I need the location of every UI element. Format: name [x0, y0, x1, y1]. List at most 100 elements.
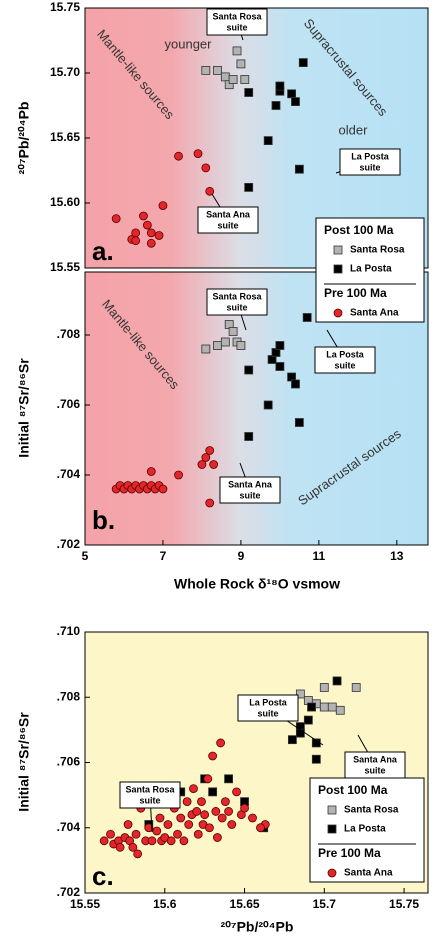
- y-tick-label: .706: [57, 755, 81, 769]
- x-tick-label: 15.65: [230, 897, 260, 911]
- point: [275, 81, 285, 91]
- point: [220, 72, 230, 82]
- panel-letter: c.: [92, 861, 114, 891]
- annotation-text: suite: [226, 302, 247, 312]
- y-tick-label: .708: [57, 689, 81, 703]
- annotation-box: [206, 288, 268, 316]
- point: [115, 842, 125, 852]
- x-tick-label: 15.75: [389, 897, 419, 911]
- point: [332, 676, 342, 686]
- point: [201, 344, 211, 354]
- point: [158, 484, 168, 494]
- point: [303, 715, 313, 725]
- legend-marker: [327, 805, 337, 815]
- y-tick-label: .702: [57, 537, 81, 551]
- point: [248, 813, 257, 823]
- point: [228, 327, 238, 336]
- y-tick-label: 15.60: [50, 195, 80, 209]
- annotation-text: suite: [359, 162, 380, 172]
- y-axis-title: Initial ⁸⁷Sr/⁸⁶Sr: [16, 358, 32, 458]
- annotation-text: suite: [139, 795, 160, 805]
- point: [271, 101, 281, 110]
- legend-label: Santa Ana: [350, 308, 399, 319]
- panel-letter: a.: [92, 236, 114, 266]
- plot-frame: [84, 271, 429, 546]
- point: [263, 400, 273, 410]
- point: [228, 75, 238, 84]
- annotation-box: [314, 346, 376, 374]
- point: [213, 66, 222, 75]
- point: [256, 823, 265, 833]
- point: [291, 379, 300, 389]
- point: [232, 787, 241, 797]
- legend-marker: [333, 245, 343, 255]
- point: [208, 787, 218, 797]
- point: [351, 683, 361, 692]
- legend: Post 100 Ma Santa Rosa La Posta Pre 100 Ma S…: [315, 217, 425, 323]
- point: [193, 829, 203, 839]
- point: [179, 836, 189, 846]
- point: [216, 738, 226, 748]
- legend-marker: [327, 824, 337, 834]
- x-tick-label: 15.7: [313, 897, 337, 911]
- y-tick-label: .708: [57, 327, 81, 341]
- annotation-text: Santa Rosa: [212, 11, 262, 21]
- point: [294, 164, 304, 174]
- point: [139, 211, 148, 221]
- legend-group: Post 100 Ma: [324, 223, 394, 237]
- point: [287, 735, 297, 745]
- point: [327, 702, 337, 712]
- point: [224, 774, 233, 784]
- y-axis-title: Initial ⁸⁷Sr/⁸⁶Sr: [16, 712, 32, 812]
- point: [295, 689, 305, 699]
- legend-marker: [327, 868, 337, 878]
- x-tick-label: 15.6: [153, 897, 177, 911]
- point: [201, 453, 211, 462]
- point: [298, 58, 308, 67]
- legend-label: La Posta: [344, 824, 386, 835]
- x-tick-label: 5: [82, 549, 89, 563]
- point: [311, 754, 321, 764]
- point: [131, 228, 141, 238]
- y-tick-label: .704: [57, 467, 81, 481]
- plot-frame: [84, 7, 429, 269]
- annotation-text: La Posta: [351, 151, 390, 161]
- x-tick-label: 15.55: [70, 897, 100, 911]
- point: [174, 151, 183, 161]
- point: [244, 182, 254, 192]
- point: [166, 836, 176, 846]
- x-tick-label: 9: [238, 549, 245, 563]
- point: [208, 751, 218, 761]
- point: [211, 807, 221, 816]
- zone-label: older: [339, 122, 369, 137]
- point: [295, 728, 305, 738]
- point: [236, 59, 246, 69]
- legend-label: Santa Rosa: [350, 245, 405, 256]
- point: [213, 341, 222, 350]
- point: [244, 88, 254, 97]
- annotation-text: Santa Rosa: [125, 784, 175, 794]
- point: [217, 813, 227, 823]
- y-tick-label: .704: [57, 820, 81, 834]
- point: [158, 201, 168, 211]
- point: [155, 813, 165, 823]
- point: [147, 836, 157, 846]
- point: [133, 849, 143, 859]
- point: [240, 75, 250, 84]
- point: [176, 813, 186, 823]
- point: [220, 337, 230, 347]
- y-tick-label: .706: [57, 397, 81, 411]
- point: [275, 362, 285, 371]
- legend-label: Santa Rosa: [344, 805, 399, 816]
- annotation-text: suite: [239, 490, 260, 500]
- point: [154, 231, 164, 240]
- plot-frame: [84, 631, 429, 894]
- annotation-text: suite: [364, 765, 385, 775]
